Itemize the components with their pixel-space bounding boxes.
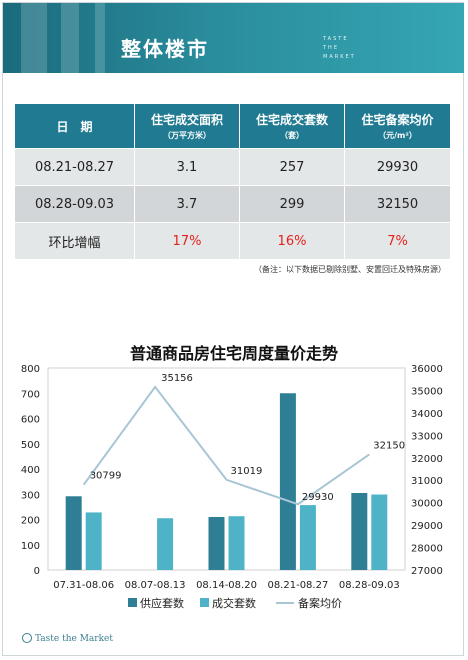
table-cell: 08.28-09.03 <box>14 185 135 223</box>
y-tick-label-left: 400 <box>21 465 40 476</box>
price-data-label: 30799 <box>90 471 122 482</box>
legend-label: 成交套数 <box>212 596 256 610</box>
brand-line: THE <box>323 45 339 51</box>
bar-supply <box>208 516 225 570</box>
table-cell: 29930 <box>344 148 451 186</box>
y-tick-label-left: 300 <box>21 490 40 501</box>
legend-label: 备案均价 <box>298 596 342 610</box>
table-cell-change: 7% <box>344 222 451 260</box>
plot-area <box>47 367 406 571</box>
y-tick-label-left: 700 <box>21 389 40 400</box>
y-tick-label-left: 600 <box>21 415 40 426</box>
legend-label: 供应套数 <box>140 596 184 610</box>
price-data-label: 29930 <box>302 492 334 503</box>
header-banner: 整体楼市 TASTE THE MARKET <box>3 3 464 73</box>
y-tick-label-right: 36000 <box>411 364 443 375</box>
footer-logo: Taste the Market <box>22 633 113 644</box>
column-header-units: 住宅成交套数 （套） <box>239 103 345 149</box>
bar-transaction <box>371 494 388 570</box>
column-header-date: 日 期 <box>14 103 135 149</box>
y-tick-label-left: 500 <box>21 440 40 451</box>
y-tick-label-right: 33000 <box>411 431 443 442</box>
page-frame <box>2 2 464 656</box>
logo-text: Taste the Market <box>35 634 113 644</box>
y-tick-label-left: 800 <box>21 364 40 375</box>
table-header-row: 日 期 住宅成交面积 （万平方米） 住宅成交套数 （套） 住宅备案均价 （元/m²） <box>14 103 451 149</box>
y-tick-label-right: 31000 <box>411 476 443 487</box>
page-title: 整体楼市 <box>121 37 209 61</box>
table-cell: 257 <box>239 148 345 186</box>
stats-table: 日 期 住宅成交面积 （万平方米） 住宅成交套数 （套） 住宅备案均价 （元/m²） … <box>14 103 451 260</box>
x-tick-label: 07.31-08.06 <box>53 580 114 591</box>
table-row: 08.21-08.27 3.1 257 29930 <box>14 148 451 186</box>
price-line <box>82 385 370 506</box>
bar-transaction <box>157 518 174 570</box>
table-row: 环比增幅 17% 16% 7% <box>14 222 451 260</box>
x-tick-label: 08.14-08.20 <box>196 580 257 591</box>
y-tick-label-right: 34000 <box>411 409 443 420</box>
logo-icon <box>22 633 32 643</box>
y-tick-label-right: 30000 <box>411 499 443 510</box>
price-data-label: 31019 <box>231 466 263 477</box>
x-tick-label: 08.07-08.13 <box>125 580 186 591</box>
x-tick-label: 08.21-08.27 <box>267 580 328 591</box>
bar-transaction <box>85 512 102 570</box>
table-note: （备注：以下数据已剔除别墅、安置回迁及特殊房源） <box>254 265 446 274</box>
y-tick-label-right: 27000 <box>411 566 443 577</box>
y-tick-label-right: 28000 <box>411 544 443 555</box>
y-tick-label-left: 0 <box>34 566 40 577</box>
x-tick-label: 08.28-09.03 <box>339 580 400 591</box>
bar-supply <box>351 492 368 570</box>
y-tick-label-right: 29000 <box>411 521 443 532</box>
brand-line: MARKET <box>323 54 356 60</box>
legend-swatch <box>128 598 137 607</box>
table-cell-change: 16% <box>239 222 345 260</box>
bar-transaction <box>228 516 245 570</box>
table-cell-change: 17% <box>134 222 240 260</box>
table-cell: 32150 <box>344 185 451 223</box>
legend-swatch <box>200 598 209 607</box>
table-cell: 3.7 <box>134 185 240 223</box>
y-tick-label-right: 35000 <box>411 386 443 397</box>
y-tick-label-left: 100 <box>21 541 40 552</box>
bar-supply <box>65 496 82 570</box>
price-data-label: 32150 <box>373 440 405 451</box>
y-tick-label-right: 32000 <box>411 454 443 465</box>
table-row: 08.28-09.03 3.7 299 32150 <box>14 185 451 223</box>
bar-supply <box>279 393 296 570</box>
table-cell: 08.21-08.27 <box>14 148 135 186</box>
table-cell: 3.1 <box>134 148 240 186</box>
chart-title: 普通商品房住宅周度量价走势 <box>129 344 338 363</box>
bar-transaction <box>299 505 316 570</box>
brand-line: TASTE <box>323 36 349 42</box>
y-tick-label-left: 200 <box>21 516 40 527</box>
table-cell: 环比增幅 <box>14 222 135 260</box>
price-data-label: 35156 <box>161 373 193 384</box>
brand-text: TASTE THE MARKET <box>323 35 356 62</box>
column-header-area: 住宅成交面积 （万平方米） <box>134 103 240 149</box>
